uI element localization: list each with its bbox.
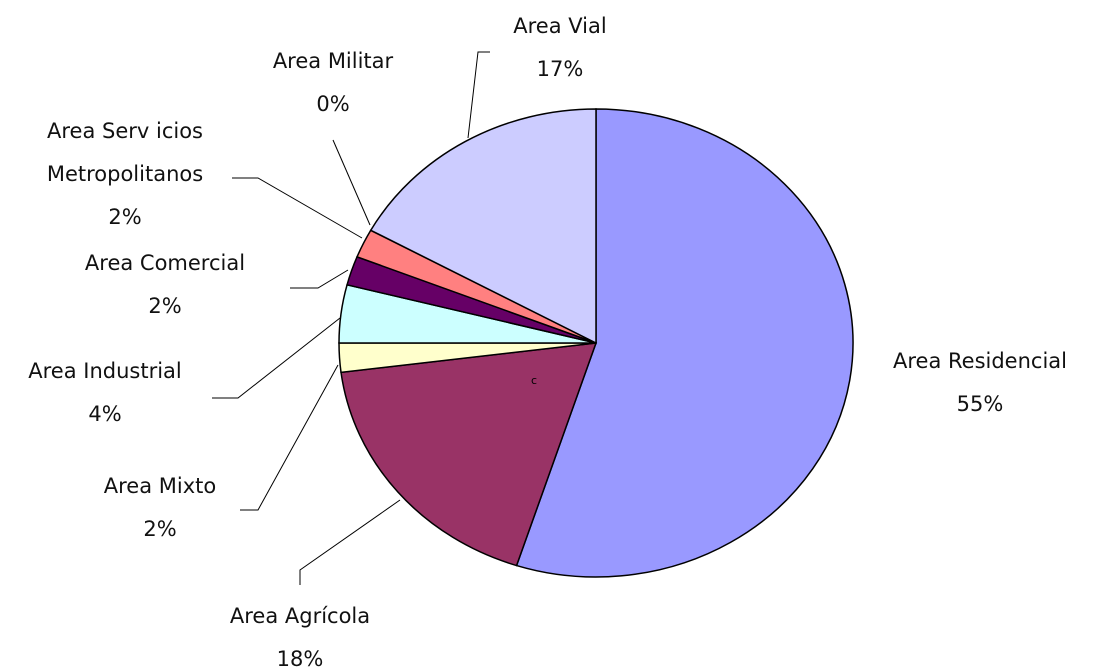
leader-line	[467, 51, 490, 139]
annotation: c	[531, 374, 538, 387]
leader-line	[232, 177, 363, 239]
value-label: 2%	[143, 517, 177, 541]
category-label: Area Vial	[513, 14, 607, 38]
pie-slice	[340, 342, 598, 567]
category-label: Area Militar	[272, 49, 394, 73]
value-label: 18%	[276, 647, 324, 669]
category-label: Area Industrial	[28, 359, 182, 383]
value-label: 55%	[956, 392, 1004, 416]
leader-line	[299, 499, 401, 585]
data-label: Area Residencial 55%	[893, 340, 1067, 426]
data-label: Area Comercial 2%	[85, 242, 245, 328]
category-label: Area Comercial	[84, 251, 246, 275]
value-label: 17%	[536, 57, 584, 81]
value-label: 2%	[148, 294, 182, 318]
category-label: Area Residencial	[893, 349, 1067, 373]
data-label: Area Militar 0%	[273, 40, 393, 126]
category-label: Area Mixto	[103, 474, 217, 498]
data-label: Area Industrial 4%	[28, 350, 182, 436]
value-label: 4%	[88, 402, 122, 426]
leader-line	[212, 317, 341, 399]
data-label: Area Serv icios Metropolitanos 2%	[10, 110, 240, 239]
pie-slice	[515, 108, 854, 578]
leader-line	[240, 364, 339, 511]
category-label: Area Agrícola	[229, 604, 371, 628]
pie-slice	[369, 108, 597, 345]
leader-line	[290, 269, 349, 289]
data-label: Area Mixto 2%	[104, 465, 216, 551]
category-label: Area Serv icios Metropolitanos	[46, 119, 204, 186]
data-label: Area Agrícola 18%	[230, 595, 370, 669]
leader-line	[332, 139, 371, 226]
value-label: 2%	[108, 205, 142, 229]
value-label: 0%	[316, 92, 350, 116]
data-label: Area Vial 17%	[513, 5, 606, 91]
